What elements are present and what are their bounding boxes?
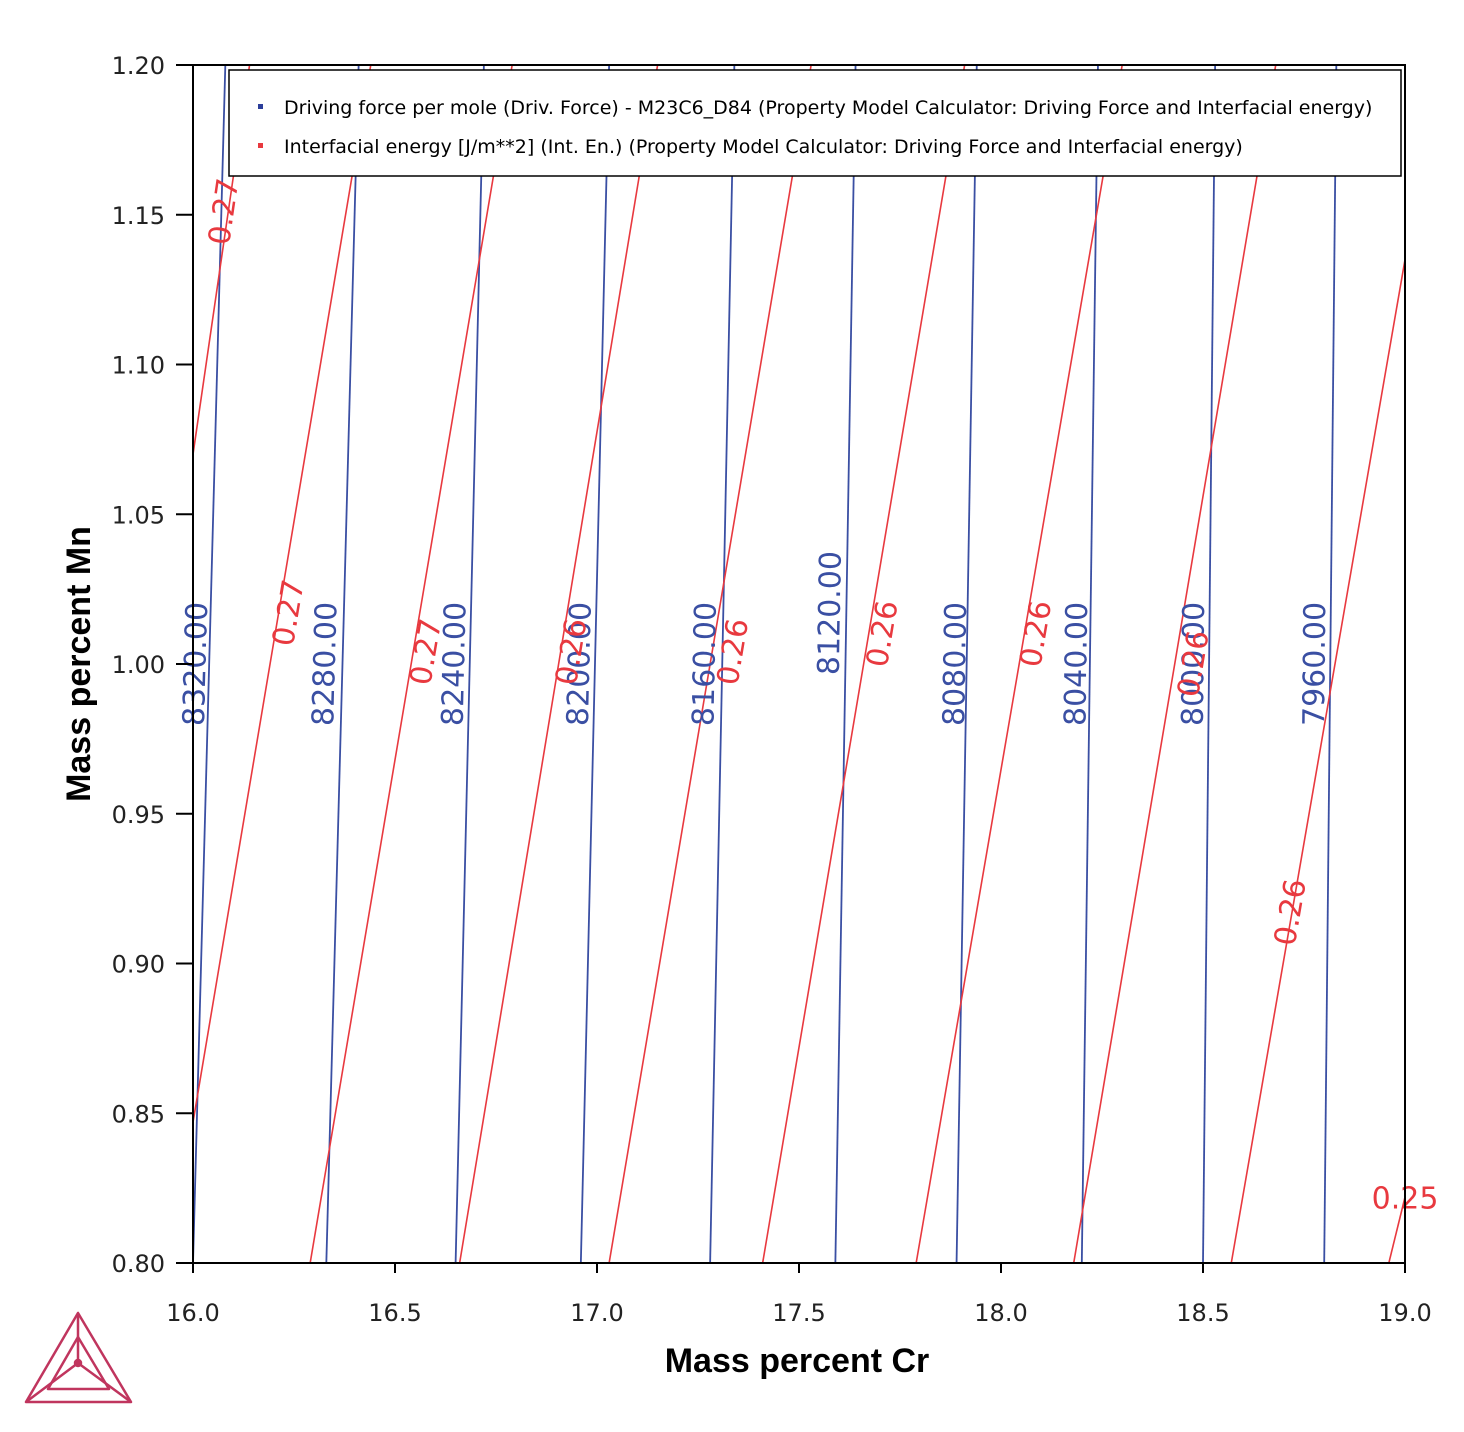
x-tick-label: 18.0 [974, 1299, 1027, 1327]
x-axis: 16.0 16.5 17.0 17.5 18.0 18.5 19.0 [166, 1263, 1432, 1327]
y-tick-label: 1.15 [112, 202, 165, 230]
interfacial-energy-contour [458, 65, 659, 1263]
legend-label-driving-force: Driving force per mole (Driv. Force) - M… [284, 97, 1372, 119]
interfacial-energy-contour [309, 65, 513, 1263]
series-layer [193, 65, 1405, 1263]
driving-force-contour-label: 8120.00 [812, 551, 849, 676]
driving-force-contour-label: 8160.00 [686, 602, 724, 727]
contour-labels-layer: 8320.00 8280.00 8240.00 8200.00 8160.00 8120.… [177, 176, 1439, 1217]
driving-force-contour [325, 65, 360, 1263]
interfacial-energy-contour-label: 0.26 [1013, 598, 1059, 670]
interfacial-energy-contour [608, 65, 812, 1263]
y-tick-label: 1.10 [112, 352, 165, 380]
x-tick-label: 19.0 [1378, 1299, 1431, 1327]
plot-frame [192, 64, 1406, 1264]
driving-force-contour [955, 65, 978, 1263]
interfacial-energy-contour-label: 0.26 [1268, 877, 1314, 949]
legend: Driving force per mole (Driv. Force) - M… [228, 69, 1402, 177]
driving-force-contour [1323, 65, 1338, 1263]
driving-force-contour-label: 8000.00 [1176, 602, 1212, 726]
driving-force-contour [1080, 65, 1099, 1263]
x-tick-label: 17.5 [772, 1299, 825, 1327]
interfacial-energy-contour-label: 0.27 [202, 176, 246, 247]
interfacial-energy-contour-label: 0.27 [266, 577, 312, 649]
x-tick-label: 17.0 [570, 1299, 623, 1327]
driving-force-contour [834, 65, 857, 1263]
legend-marker-driving-force [258, 104, 263, 109]
interfacial-energy-contour [193, 65, 372, 1123]
driving-force-contour-label: 7960.00 [1297, 602, 1333, 726]
interfacial-energy-contour [915, 65, 1123, 1263]
y-axis: 0.80 0.85 0.90 0.95 1.00 1.05 1.10 1.15 1.20 [112, 52, 193, 1278]
legend-box [228, 69, 1402, 177]
interfacial-energy-contour [761, 65, 966, 1263]
y-tick-label: 0.80 [112, 1250, 165, 1278]
x-axis-title: Mass percent Cr [665, 1342, 930, 1380]
driving-force-contour-label: 8080.00 [937, 602, 974, 727]
interfacial-energy-contour-label: 0.26 [860, 598, 906, 670]
y-tick-label: 0.95 [112, 801, 165, 829]
driving-force-contour [579, 65, 611, 1263]
driving-force-contour-label: 8280.00 [306, 601, 344, 726]
driving-force-contour [709, 65, 736, 1263]
y-tick-label: 1.05 [112, 501, 165, 529]
legend-label-interfacial-energy: Interfacial energy [J/m**2] (Int. En.) (… [284, 136, 1243, 158]
y-tick-label: 0.90 [112, 951, 165, 979]
interfacial-energy-contour [1388, 1196, 1405, 1263]
driving-force-contour-label: 8040.00 [1058, 602, 1095, 727]
driving-force-contour-label: 8240.00 [436, 602, 474, 727]
thermo-calc-logo-icon [24, 1311, 133, 1404]
x-tick-label: 16.0 [166, 1299, 219, 1327]
interfacial-energy-contour [1072, 65, 1277, 1263]
interfacial-energy-contour [1230, 259, 1405, 1263]
driving-force-contour-label: 8200.00 [561, 602, 599, 727]
y-tick-label: 1.20 [112, 52, 165, 80]
y-tick-label: 0.85 [112, 1100, 165, 1128]
driving-force-contour [1202, 65, 1217, 1263]
x-tick-label: 16.5 [368, 1299, 421, 1327]
y-tick-label: 1.00 [112, 651, 165, 679]
y-axis-title: Mass percent Mn [60, 526, 98, 802]
x-tick-label: 18.5 [1176, 1299, 1229, 1327]
legend-marker-interfacial-energy [258, 143, 263, 148]
